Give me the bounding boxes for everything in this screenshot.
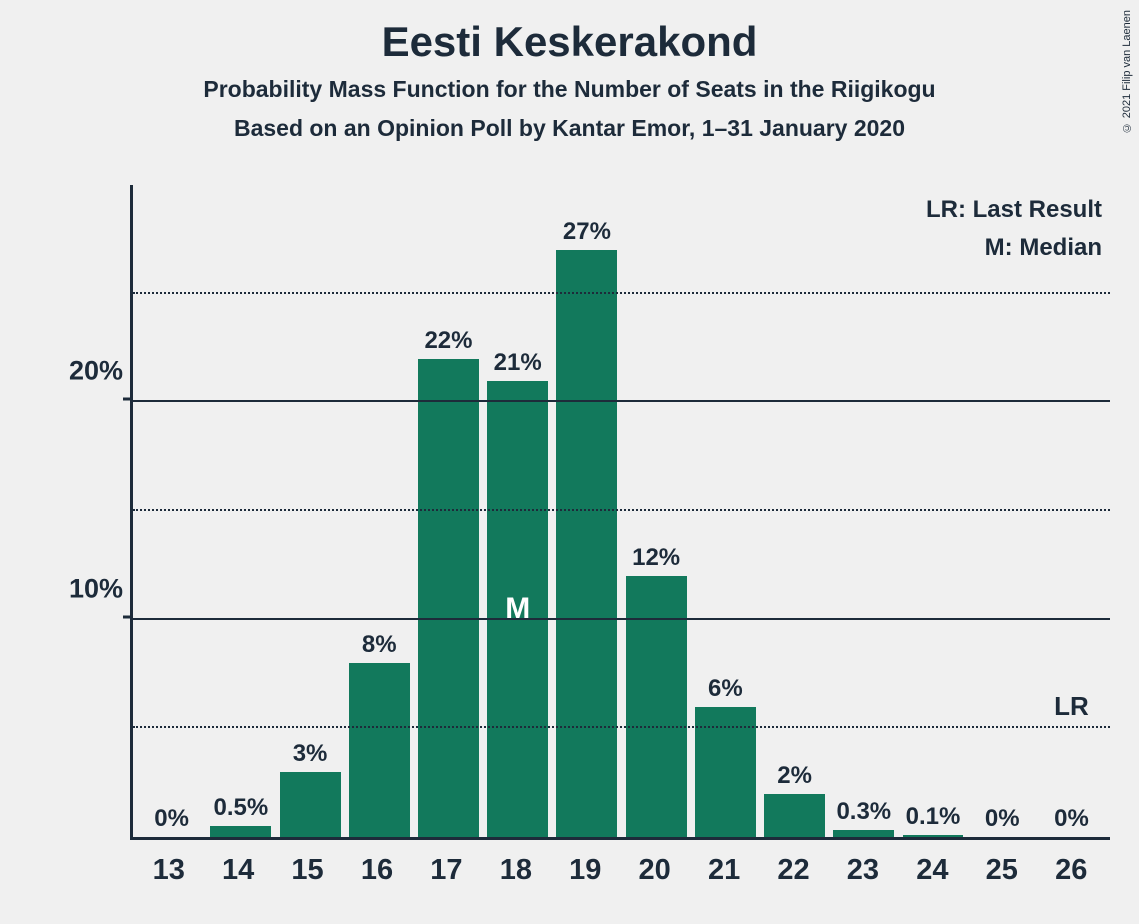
last-result-marker: LR: [1054, 691, 1089, 722]
x-tick-label: 18: [481, 840, 550, 905]
bar-slot: 0.5%: [206, 185, 275, 837]
chart-titles: Eesti Keskerakond Probability Mass Funct…: [0, 0, 1139, 142]
bar: [418, 359, 479, 837]
bar-value-label: 0%: [154, 805, 189, 833]
x-tick-label: 26: [1036, 840, 1105, 905]
bar-slot: 0.3%: [829, 185, 898, 837]
x-tick-label: 19: [551, 840, 620, 905]
bar-slot: 8%: [345, 185, 414, 837]
chart-subtitle-2: Based on an Opinion Poll by Kantar Emor,…: [0, 115, 1139, 142]
bar-slot: 0%: [968, 185, 1037, 837]
bar-slot: 12%: [622, 185, 691, 837]
bar-value-label: 0%: [1054, 805, 1089, 833]
x-tick-label: 22: [759, 840, 828, 905]
x-tick-label: 17: [412, 840, 481, 905]
bar: [903, 835, 964, 837]
bar: [833, 830, 894, 837]
bar-slot: 6%: [691, 185, 760, 837]
bar-value-label: 0.1%: [906, 803, 961, 831]
median-marker: M: [505, 592, 530, 626]
bar-value-label: 21%: [494, 349, 542, 377]
copyright-text: © 2021 Filip van Laenen: [1121, 10, 1133, 133]
grid-major: [133, 618, 1110, 620]
y-tick-mark: [123, 615, 133, 618]
x-tick-label: 21: [689, 840, 758, 905]
y-tick-label: 10%: [69, 573, 123, 604]
bar-value-label: 22%: [424, 327, 472, 355]
y-tick-mark: [123, 398, 133, 401]
bar: [210, 826, 271, 837]
chart-subtitle-1: Probability Mass Function for the Number…: [0, 76, 1139, 103]
chart-title: Eesti Keskerakond: [0, 18, 1139, 66]
grid-major: [133, 400, 1110, 402]
x-tick-label: 20: [620, 840, 689, 905]
bar-slot: 0.1%: [898, 185, 967, 837]
x-tick-label: 24: [898, 840, 967, 905]
chart-plot: LR: Last Result M: Median 0%0.5%3%8%22%2…: [40, 185, 1110, 905]
bar-value-label: 0.3%: [836, 798, 891, 826]
bars-container: 0%0.5%3%8%22%21%M27%12%6%2%0.3%0.1%0%0%L…: [133, 185, 1110, 837]
bar: [764, 794, 825, 837]
bar: [556, 250, 617, 837]
x-tick-label: 25: [967, 840, 1036, 905]
y-tick-label: 20%: [69, 356, 123, 387]
bar-value-label: 27%: [563, 218, 611, 246]
x-tick-label: 16: [342, 840, 411, 905]
bar-slot: 21% M: [483, 185, 552, 837]
bar-slot: 27%: [552, 185, 621, 837]
bar-slot: 2%: [760, 185, 829, 837]
bar: [280, 772, 341, 837]
grid-minor: [133, 726, 1110, 728]
bar: [626, 576, 687, 837]
bar-value-label: 0%: [985, 805, 1020, 833]
bar-slot: 0% LR: [1037, 185, 1106, 837]
bar-value-label: 2%: [777, 762, 812, 790]
grid-minor: [133, 292, 1110, 294]
bar-value-label: 8%: [362, 631, 397, 659]
bar-value-label: 6%: [708, 675, 743, 703]
plot-area: LR: Last Result M: Median 0%0.5%3%8%22%2…: [130, 185, 1110, 840]
x-tick-label: 14: [203, 840, 272, 905]
x-tick-label: 15: [273, 840, 342, 905]
bar-slot: 3%: [275, 185, 344, 837]
bar: M: [487, 381, 548, 837]
bar-value-label: 12%: [632, 544, 680, 572]
bar-value-label: 3%: [293, 740, 328, 768]
bar: [349, 663, 410, 837]
x-axis-labels: 1314151617181920212223242526: [130, 840, 1110, 905]
x-tick-label: 13: [134, 840, 203, 905]
grid-minor: [133, 509, 1110, 511]
bar-slot: 0%: [137, 185, 206, 837]
x-tick-label: 23: [828, 840, 897, 905]
bar-value-label: 0.5%: [213, 794, 268, 822]
bar-slot: 22%: [414, 185, 483, 837]
